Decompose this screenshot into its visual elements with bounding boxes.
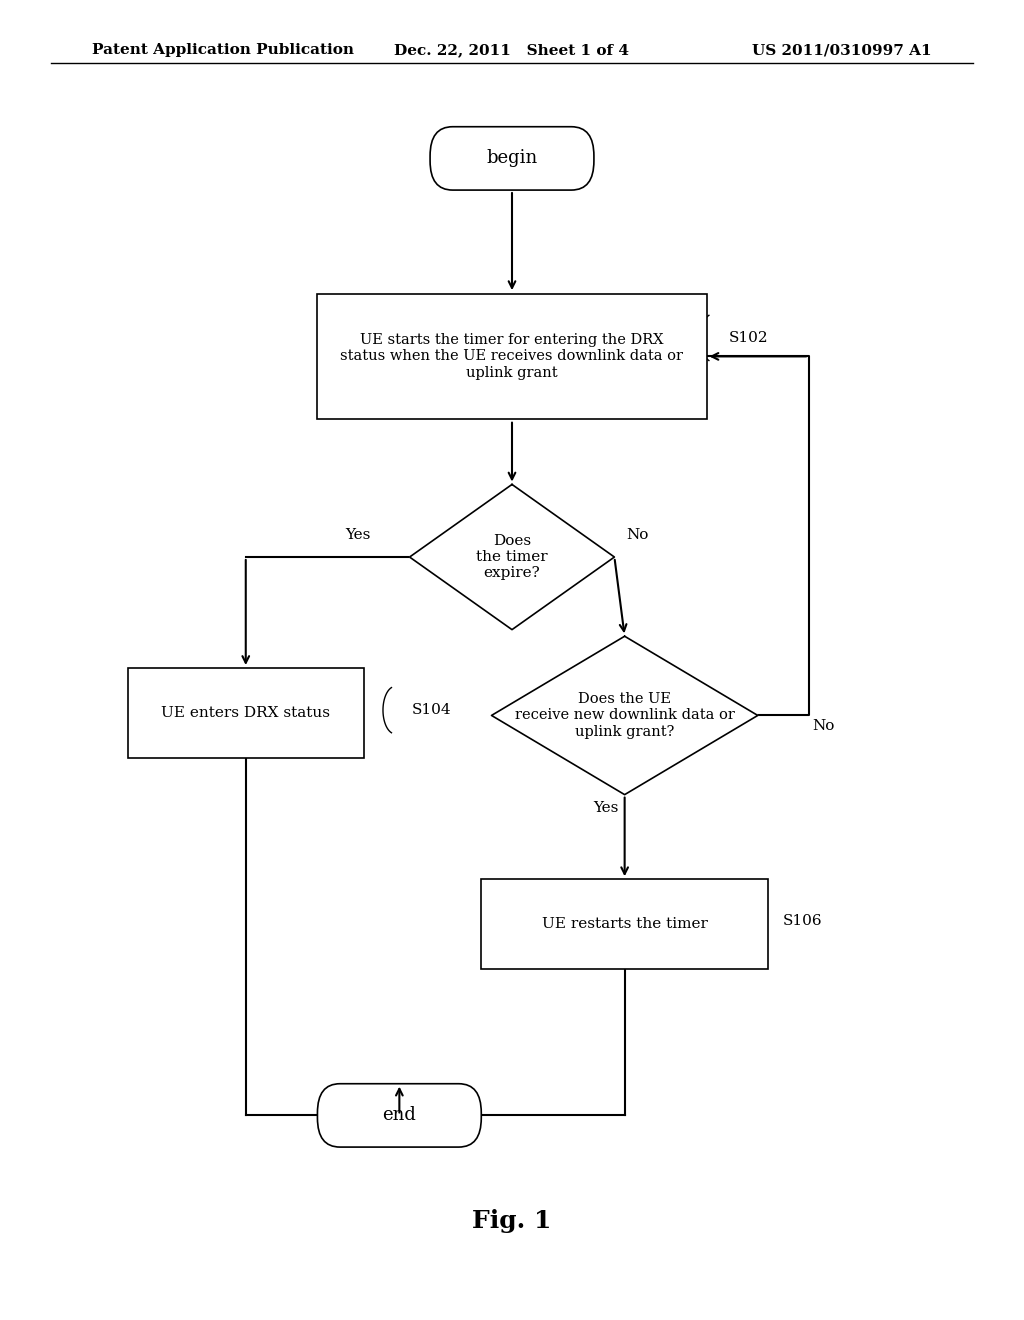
Bar <box>481 879 768 969</box>
Polygon shape <box>410 484 614 630</box>
FancyBboxPatch shape <box>430 127 594 190</box>
Text: UE enters DRX status: UE enters DRX status <box>161 706 331 719</box>
Text: Fig. 1: Fig. 1 <box>472 1209 552 1233</box>
Text: S104: S104 <box>412 704 452 717</box>
Text: No: No <box>627 528 649 541</box>
Text: end: end <box>382 1106 417 1125</box>
Bar <box>317 294 707 420</box>
Text: begin: begin <box>486 149 538 168</box>
Text: UE starts the timer for entering the DRX
status when the UE receives downlink da: UE starts the timer for entering the DRX… <box>341 333 683 380</box>
Text: S106: S106 <box>782 915 822 928</box>
Text: Yes: Yes <box>345 528 371 541</box>
Text: S102: S102 <box>729 331 769 345</box>
FancyBboxPatch shape <box>317 1084 481 1147</box>
Text: Patent Application Publication: Patent Application Publication <box>92 44 354 57</box>
Text: Dec. 22, 2011   Sheet 1 of 4: Dec. 22, 2011 Sheet 1 of 4 <box>394 44 630 57</box>
Text: US 2011/0310997 A1: US 2011/0310997 A1 <box>753 44 932 57</box>
Text: Does
the timer
expire?: Does the timer expire? <box>476 533 548 581</box>
Text: No: No <box>812 719 835 733</box>
Polygon shape <box>492 636 758 795</box>
Text: Yes: Yes <box>594 801 618 814</box>
Bar <box>128 668 364 758</box>
Text: Does the UE
receive new downlink data or
uplink grant?: Does the UE receive new downlink data or… <box>515 692 734 739</box>
Text: UE restarts the timer: UE restarts the timer <box>542 917 708 931</box>
